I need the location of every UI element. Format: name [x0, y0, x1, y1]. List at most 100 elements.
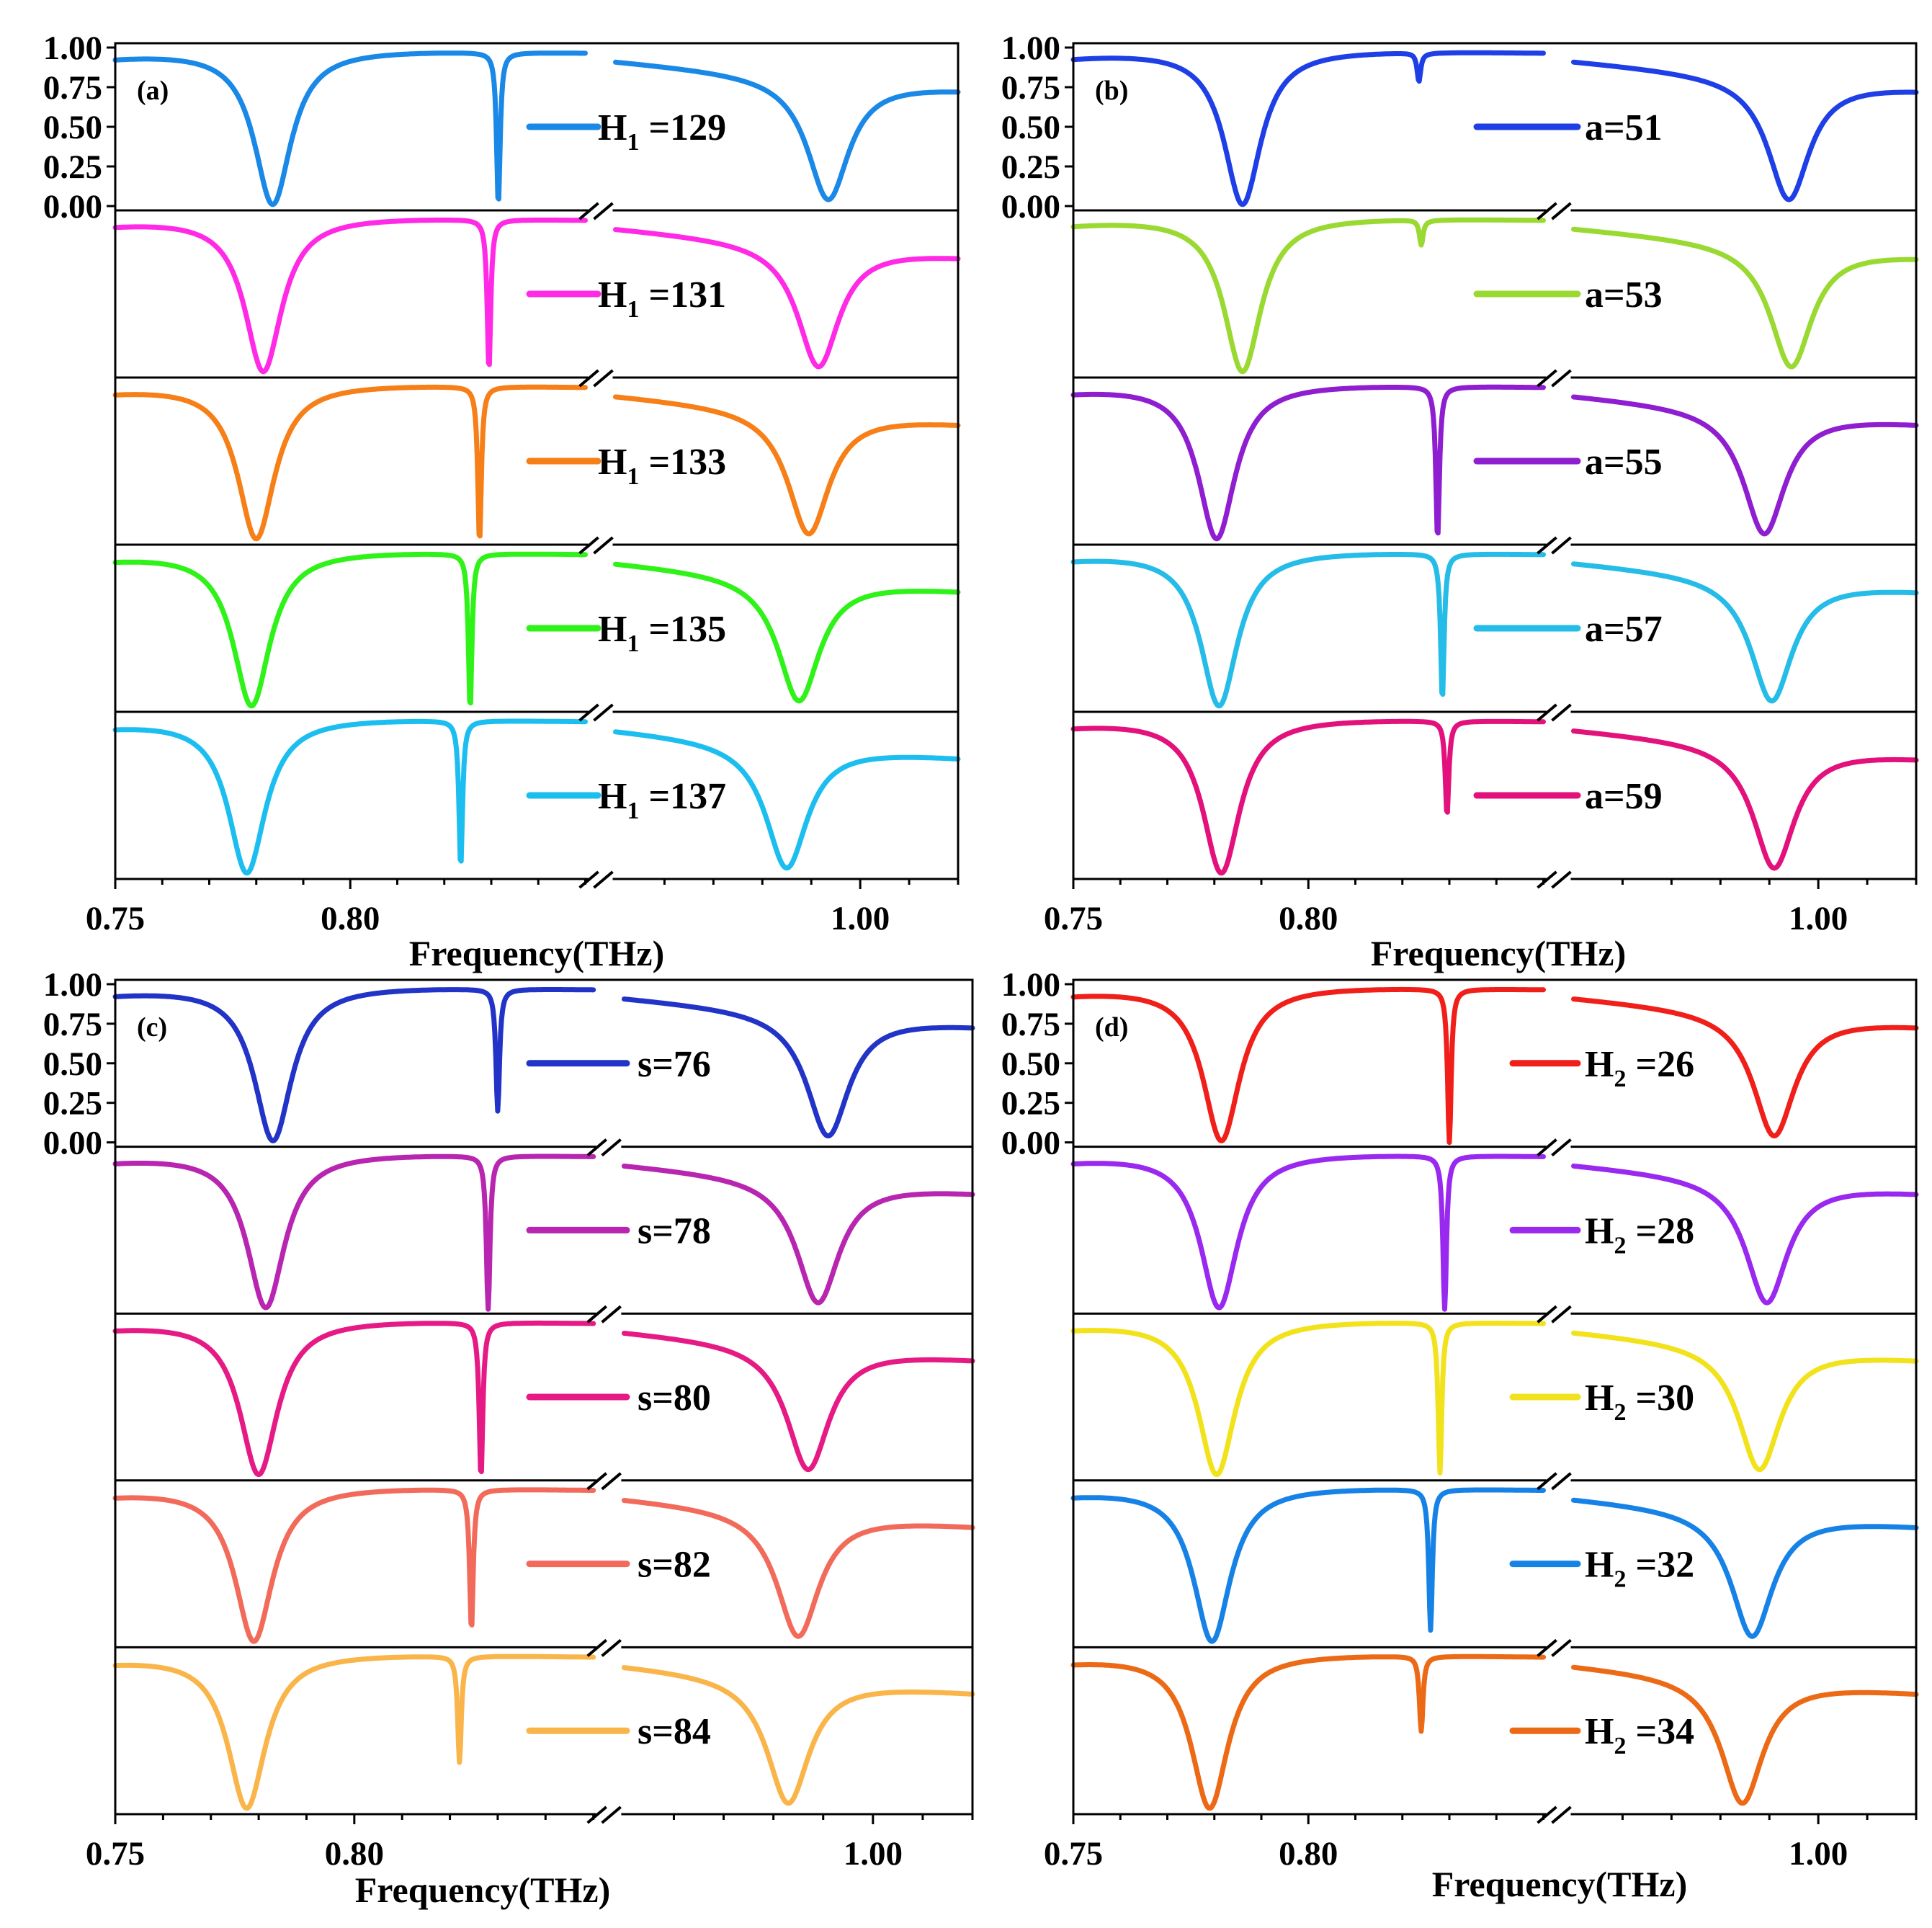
legend-label-1: H2 =26: [1585, 1044, 1694, 1092]
y-tick-label: 1.00: [1001, 30, 1060, 67]
series-line-left-4: [112, 551, 588, 709]
y-tick-label: 1.00: [1001, 966, 1060, 1004]
series-line-left-1: [1070, 986, 1546, 1146]
y-tick-label: 0.25: [43, 1085, 102, 1123]
y-tick-label: 1.00: [43, 30, 102, 67]
legend-label-2: a=53: [1585, 275, 1663, 316]
series-line-left-5: [1070, 718, 1546, 876]
x-tick-label: 1.00: [831, 900, 890, 937]
series-line-left-3: [1070, 384, 1546, 542]
axis-break-mark: [578, 870, 599, 889]
axis-break-mark: [1551, 1138, 1572, 1157]
axis-break-mark: [1537, 870, 1557, 889]
series-line-right-3: [1571, 394, 1919, 537]
series-line-left-4: [112, 1487, 596, 1644]
legend-label-1: a=51: [1585, 107, 1663, 148]
legend-label-2: s=78: [638, 1210, 711, 1251]
chart-panel-d: H2 =26 H2 =28 H2 =30 H2 =32 H2 =34 0.75 0.80 1.…: [1001, 966, 1919, 1904]
series-line-left-2: [1070, 217, 1546, 375]
axis-break-mark: [578, 536, 599, 555]
y-tick-label: 0.75: [1001, 1006, 1060, 1043]
x-tick-label: 0.75: [86, 900, 145, 937]
series-line-left-3: [1070, 1321, 1546, 1477]
x-axis-label: Frequency(THz): [355, 1870, 611, 1910]
series-line-right-5: [613, 729, 961, 871]
series-line-left-3: [112, 384, 588, 542]
axis-break-mark: [578, 369, 599, 388]
legend-label-3: H1 =133: [598, 442, 726, 490]
axis-break-mark: [593, 536, 614, 555]
x-axis-label: Frequency(THz): [1432, 1864, 1688, 1904]
y-tick-label: 0.50: [1001, 109, 1060, 146]
series-line-left-4: [1070, 551, 1546, 709]
series-line-left-1: [112, 50, 588, 207]
x-tick-label: 0.80: [1279, 900, 1338, 937]
x-tick-label: 0.80: [1279, 1835, 1338, 1873]
axis-break-mark: [578, 202, 599, 220]
x-tick-label: 0.75: [1044, 900, 1103, 937]
y-tick-label: 0.25: [1001, 148, 1060, 186]
panel-label: (a): [137, 76, 169, 106]
series-line-left-5: [112, 718, 588, 876]
axis-break-mark: [601, 1806, 622, 1824]
axis-break-mark: [1537, 1472, 1557, 1491]
y-tick-label: 0.25: [43, 148, 102, 186]
axis-break-mark: [586, 1472, 607, 1491]
axis-break-mark: [586, 1638, 607, 1657]
plot-frame: [114, 42, 960, 880]
y-tick-label: 0.00: [1001, 188, 1060, 226]
legend-label-4: H2 =32: [1585, 1545, 1694, 1593]
axis-break-mark: [586, 1138, 607, 1157]
axis-break-mark: [1537, 536, 1557, 555]
axis-break-mark: [1537, 1305, 1557, 1324]
x-tick-label: 0.75: [1044, 1835, 1103, 1873]
plot-frame: [1072, 978, 1918, 1816]
y-tick-label: 0.00: [43, 1125, 102, 1162]
axis-break-mark: [601, 1638, 622, 1657]
series-line-right-2: [1571, 226, 1919, 370]
x-tick-label: 0.80: [325, 1835, 384, 1873]
series-line-left-1: [112, 987, 596, 1143]
series-line-right-5: [621, 1665, 975, 1806]
axis-break-mark: [601, 1305, 622, 1324]
series-line-right-5: [1571, 1664, 1919, 1806]
axis-break-mark: [578, 703, 599, 722]
axis-break-mark: [1551, 1305, 1572, 1324]
legend-label-5: s=84: [638, 1711, 711, 1752]
legend-label-3: a=55: [1585, 442, 1663, 483]
axis-break-mark: [586, 1305, 607, 1324]
y-tick-label: 0.50: [1001, 1045, 1060, 1083]
series-line-right-2: [613, 227, 961, 370]
axis-break-mark: [1551, 536, 1572, 555]
series-line-right-5: [1571, 728, 1919, 871]
series-line-right-2: [1571, 1163, 1919, 1306]
axis-break-mark: [1537, 1806, 1557, 1824]
y-tick-label: 0.25: [1001, 1085, 1060, 1123]
legend-label-4: a=57: [1585, 609, 1663, 650]
axis-break-mark: [593, 369, 614, 388]
axis-break-mark: [1551, 369, 1572, 388]
axis-break-mark: [1537, 703, 1557, 722]
series-line-left-2: [112, 218, 588, 375]
x-tick-label: 1.00: [1789, 900, 1848, 937]
series-line-right-2: [621, 1164, 975, 1306]
legend-label-5: a=59: [1585, 776, 1663, 817]
axis-break-mark: [601, 1138, 622, 1157]
axis-break-mark: [1537, 202, 1557, 220]
legend-label-3: H2 =30: [1585, 1378, 1694, 1426]
series-line-left-2: [112, 1153, 596, 1312]
series-line-right-4: [621, 1498, 975, 1639]
series-line-left-5: [1070, 1653, 1546, 1811]
axis-break-mark: [1551, 202, 1572, 220]
axis-break-mark: [1537, 1638, 1557, 1657]
series-line-right-1: [621, 996, 975, 1139]
panel-label: (b): [1095, 76, 1128, 106]
x-axis-label: Frequency(THz): [409, 933, 665, 973]
axis-break-mark: [1537, 369, 1557, 388]
axis-break-mark: [1537, 1138, 1557, 1157]
series-line-left-1: [1070, 50, 1546, 207]
x-tick-label: 0.75: [86, 1835, 145, 1873]
legend-label-5: H2 =34: [1585, 1711, 1694, 1759]
x-tick-label: 1.00: [1789, 1835, 1848, 1873]
